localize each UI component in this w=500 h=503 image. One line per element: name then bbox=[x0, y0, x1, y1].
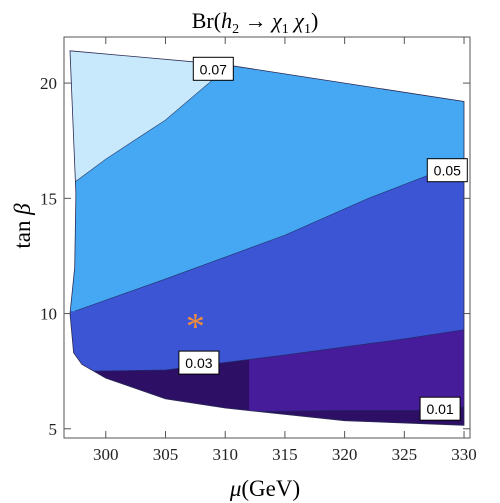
contour-line-003 bbox=[81, 329, 464, 372]
contour-label-box bbox=[192, 56, 234, 81]
x-axis-label: μ(GeV) bbox=[229, 476, 300, 501]
contour-label: 0.07 bbox=[192, 56, 234, 81]
x-tick-label: 305 bbox=[153, 445, 179, 464]
contour-label: 0.05 bbox=[426, 158, 468, 183]
x-tick-label: 310 bbox=[212, 445, 238, 464]
title-chi1: χ bbox=[270, 8, 283, 33]
y-axis-text: tan bbox=[10, 220, 35, 249]
contour-label-box bbox=[419, 396, 461, 421]
y-axis-label: tan β bbox=[10, 203, 35, 249]
title-chi2: χ bbox=[289, 8, 306, 33]
contour-label-text: 0.01 bbox=[426, 401, 453, 417]
plot-frame bbox=[63, 36, 471, 439]
benchmark-marker: * bbox=[186, 306, 205, 348]
contour-line-005 bbox=[74, 161, 464, 312]
title-prefix: Br( bbox=[192, 8, 221, 33]
y-tick-label: 10 bbox=[40, 305, 57, 324]
y-tick-label: 5 bbox=[49, 420, 58, 439]
title-h-sub: 2 bbox=[232, 22, 239, 37]
contour-label-text: 0.03 bbox=[185, 355, 212, 371]
contour-label-text: 0.05 bbox=[434, 163, 461, 179]
x-tick-label: 330 bbox=[451, 445, 477, 464]
x-tick-label: 325 bbox=[392, 445, 418, 464]
title-chi2-sub: 1 bbox=[304, 22, 311, 37]
contour-labels: 0.07 0.05 0.03 0.01 bbox=[178, 56, 468, 421]
x-tick-label: 320 bbox=[332, 445, 358, 464]
title-chi1-sub: 1 bbox=[282, 22, 289, 37]
x-axis-symbol: μ bbox=[229, 476, 242, 501]
y-tick-label: 20 bbox=[40, 74, 57, 93]
plot-region-outline bbox=[69, 50, 465, 426]
title-suffix: ) bbox=[311, 8, 318, 33]
title-arrow: → bbox=[239, 8, 272, 33]
contour-label: 0.01 bbox=[419, 396, 461, 421]
contour-label-box bbox=[426, 158, 468, 183]
x-tick-label: 300 bbox=[93, 445, 119, 464]
x-axis-ticks: 300 305 310 315 320 325 330 bbox=[93, 37, 477, 464]
x-axis-unit: (GeV) bbox=[241, 476, 300, 501]
title-h: h bbox=[221, 8, 232, 33]
contour-label-box bbox=[178, 350, 220, 375]
y-axis-symbol: β bbox=[10, 203, 35, 216]
contour-label-text: 0.07 bbox=[200, 61, 227, 77]
chart-title: Br(h2 → χ1 χ1) bbox=[192, 8, 319, 37]
y-axis-ticks: 5 10 15 20 bbox=[40, 74, 470, 439]
x-tick-label: 315 bbox=[272, 445, 298, 464]
contour-label: 0.03 bbox=[178, 350, 220, 375]
y-tick-label: 15 bbox=[40, 189, 57, 208]
